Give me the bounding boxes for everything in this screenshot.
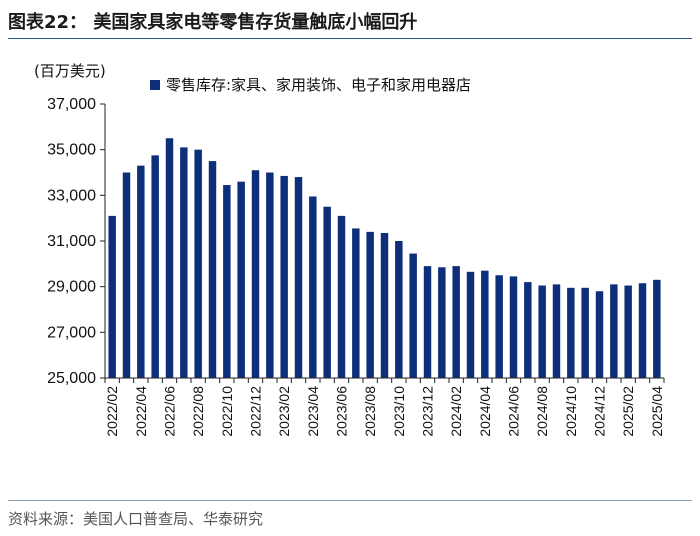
y-axis-unit: (百万美元) bbox=[34, 62, 106, 80]
bar-2023/12 bbox=[423, 266, 432, 378]
bars bbox=[108, 138, 661, 378]
x-tick-label: 2025/02 bbox=[620, 386, 636, 437]
bar-2023/08 bbox=[366, 231, 374, 378]
bar-2024/05 bbox=[495, 275, 503, 378]
bar-2023/11 bbox=[409, 253, 417, 378]
bar-2024/03 bbox=[466, 271, 475, 378]
bar-2024/11 bbox=[581, 287, 589, 378]
bar-2022/06 bbox=[165, 138, 174, 378]
bar-2023/02 bbox=[280, 175, 288, 378]
bar-chart: (百万美元) 零售库存:家具、家用装饰、电子和家用电器店 25,000 27,00… bbox=[34, 62, 665, 437]
y-tick-label: 27,000 bbox=[47, 324, 96, 341]
bar-2022/05 bbox=[151, 155, 159, 378]
bar-2024/01 bbox=[438, 267, 446, 378]
bar-2025/01 bbox=[610, 284, 618, 378]
bar-2023/01 bbox=[266, 172, 274, 378]
bar-2025/03 bbox=[638, 283, 647, 378]
bar-2023/03 bbox=[294, 177, 303, 378]
y-tick-label: 25,000 bbox=[47, 370, 96, 387]
bar-2023/07 bbox=[352, 228, 360, 378]
bar-2024/09 bbox=[552, 284, 561, 378]
bar-2023/09 bbox=[380, 233, 389, 378]
x-tick-label: 2022/04 bbox=[133, 386, 149, 437]
chart-title: 图表22： 美国家具家电等零售存货量触底小幅回升 bbox=[8, 12, 418, 33]
title-divider bbox=[8, 38, 692, 39]
bar-2025/04 bbox=[653, 279, 661, 378]
bar-2023/04 bbox=[309, 196, 317, 378]
bar-2024/12 bbox=[595, 291, 604, 378]
x-tick-label: 2024/10 bbox=[563, 386, 579, 437]
legend-swatch bbox=[150, 80, 160, 90]
x-tick-label: 2022/02 bbox=[104, 386, 120, 437]
bar-2024/04 bbox=[481, 270, 489, 378]
y-tick-label: 35,000 bbox=[47, 142, 96, 159]
source-note: 资料来源：美国人口普查局、华泰研究 bbox=[8, 510, 264, 528]
x-tick-label: 2023/10 bbox=[391, 386, 407, 437]
bar-2023/10 bbox=[395, 241, 403, 378]
bar-2022/08 bbox=[194, 149, 202, 378]
bar-2022/11 bbox=[237, 181, 245, 378]
bar-2025/02 bbox=[624, 285, 632, 378]
legend-label: 零售库存:家具、家用装饰、电子和家用电器店 bbox=[166, 76, 471, 94]
x-tick-label: 2022/10 bbox=[219, 386, 235, 437]
x-tick-label: 2022/08 bbox=[190, 386, 206, 437]
bar-2023/05 bbox=[323, 206, 331, 378]
x-tick-label: 2023/12 bbox=[420, 386, 436, 437]
x-tick-label: 2024/04 bbox=[477, 386, 493, 437]
bar-2022/04 bbox=[137, 165, 145, 378]
x-tick-label: 2024/12 bbox=[592, 386, 608, 437]
x-tick-label: 2023/06 bbox=[334, 386, 350, 437]
bar-2022/02 bbox=[108, 215, 116, 378]
bar-2024/08 bbox=[538, 285, 546, 378]
y-tick-label: 33,000 bbox=[47, 187, 96, 204]
x-tick-label: 2024/08 bbox=[534, 386, 550, 437]
footer-divider bbox=[8, 500, 692, 501]
bar-2022/09 bbox=[208, 161, 217, 378]
bar-2024/06 bbox=[509, 276, 518, 378]
x-tick-label: 2023/08 bbox=[362, 386, 378, 437]
y-tick-label: 37,000 bbox=[47, 96, 96, 113]
y-tick-label: 31,000 bbox=[47, 233, 96, 250]
bar-2024/02 bbox=[452, 266, 460, 378]
x-tick-label: 2022/06 bbox=[162, 386, 178, 437]
x-tick-label: 2022/12 bbox=[248, 386, 264, 437]
bar-2024/07 bbox=[524, 282, 532, 378]
x-tick-label: 2024/06 bbox=[506, 386, 522, 437]
bar-2023/06 bbox=[337, 215, 346, 378]
x-tick-label: 2023/02 bbox=[276, 386, 292, 437]
y-tick-label: 29,000 bbox=[47, 279, 96, 296]
x-axis: 2022/02 2022/04 2022/06 2022/08 2022/10 2022/… bbox=[104, 377, 665, 437]
x-tick-label: 2025/04 bbox=[649, 386, 665, 437]
y-axis: 25,000 27,000 29,000 31,000 33,000 35,000 37,0… bbox=[47, 96, 106, 387]
bar-2022/07 bbox=[180, 147, 188, 378]
bar-2022/10 bbox=[223, 185, 231, 378]
x-tick-label: 2024/02 bbox=[448, 386, 464, 437]
x-tick-label: 2023/04 bbox=[305, 386, 321, 437]
bar-2022/12 bbox=[251, 170, 260, 378]
bar-2024/10 bbox=[567, 287, 575, 378]
legend: 零售库存:家具、家用装饰、电子和家用电器店 bbox=[150, 76, 471, 94]
bar-2022/03 bbox=[122, 172, 131, 378]
